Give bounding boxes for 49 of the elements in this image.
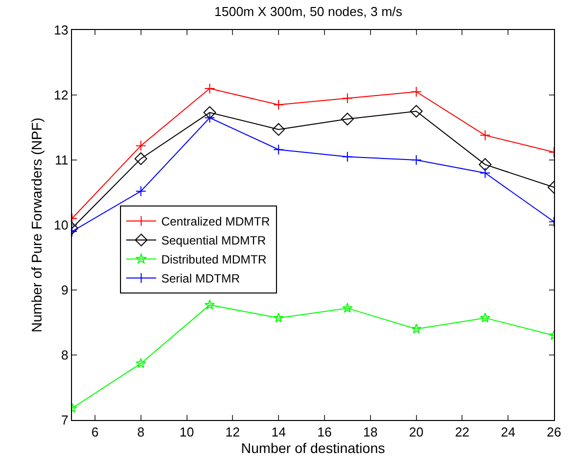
x-tick-label: 10 (180, 424, 194, 440)
point (341, 112, 354, 126)
x-tick-label: 26 (546, 424, 562, 440)
y-tick-label: 9 (61, 282, 68, 298)
legend-label: Centralized MDMTR (161, 214, 270, 229)
point (203, 106, 216, 119)
x-tick-label: 22 (454, 424, 470, 440)
x-tick-label: 16 (317, 424, 332, 440)
x-axis-title: Number of destinations (241, 440, 385, 456)
point (342, 302, 353, 313)
legend-label: Sequential MDMTR (161, 234, 266, 248)
y-tick-label: 11 (54, 152, 68, 168)
point (410, 104, 423, 118)
point (204, 300, 215, 310)
point (204, 112, 216, 124)
x-tick-label: 20 (409, 424, 424, 440)
x-tick-label: 14 (271, 424, 286, 440)
x-tick-label: 6 (91, 424, 99, 440)
y-tick-label: 10 (54, 218, 68, 233)
point (273, 312, 284, 322)
y-tick-label: 12 (54, 88, 68, 103)
point (480, 168, 491, 178)
chart-title: 1500m X 300m, 50 nodes, 3 m/s (214, 4, 403, 20)
point (273, 99, 284, 110)
y-tick-label: 8 (61, 348, 68, 363)
x-tick-label: 12 (225, 424, 240, 440)
point (135, 140, 146, 152)
legend-label: Serial MDTMR (161, 272, 240, 286)
point (480, 312, 490, 322)
point (135, 186, 146, 197)
point (273, 144, 284, 155)
legend-label: Distributed MDMTR (161, 252, 267, 267)
point (204, 83, 216, 94)
y-tick-label: 7 (61, 412, 68, 428)
point (410, 86, 422, 98)
point (136, 358, 146, 368)
x-tick-label: 18 (363, 424, 378, 440)
y-tick-label: 13 (54, 22, 68, 38)
x-tick-label: 8 (137, 424, 144, 440)
point (272, 123, 285, 136)
point (342, 151, 353, 162)
y-axis-title: Number of Pure Forwarders (NPF) (28, 118, 45, 332)
x-tick-label: 24 (500, 424, 516, 440)
point (411, 324, 422, 334)
point (342, 92, 353, 104)
point (134, 152, 148, 166)
point (478, 158, 492, 171)
point (480, 130, 491, 141)
point (410, 154, 422, 166)
